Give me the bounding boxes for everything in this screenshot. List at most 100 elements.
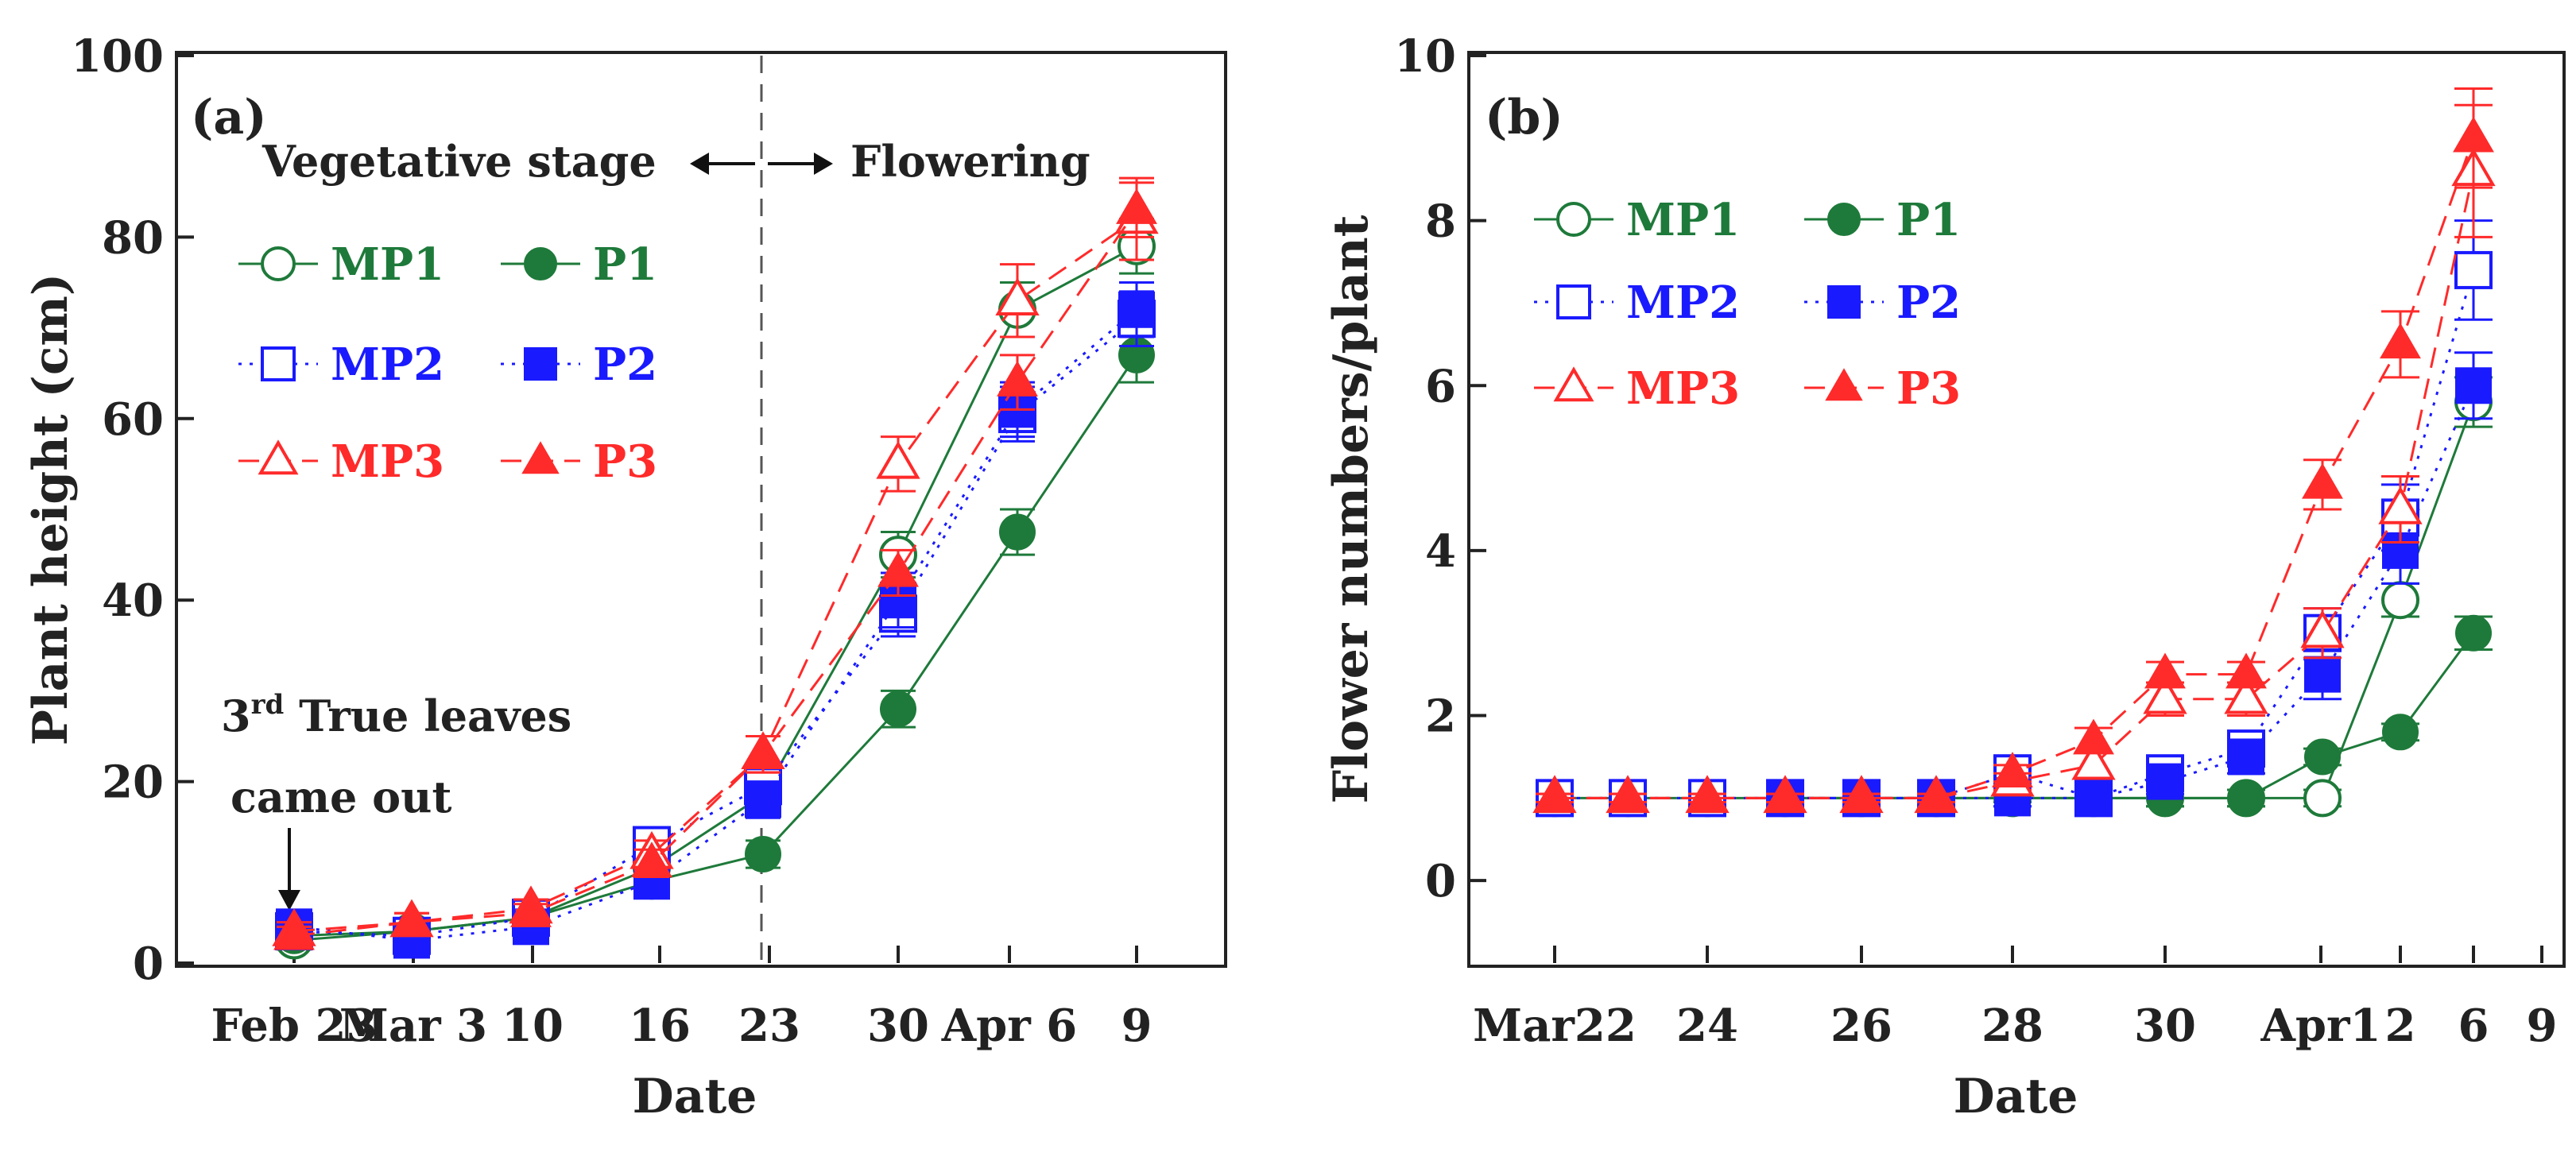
data-point	[877, 551, 919, 587]
x-tick-label: 6	[2458, 1000, 2489, 1052]
data-point	[2455, 614, 2492, 652]
a-line-p1	[293, 354, 1138, 938]
data-point	[2075, 780, 2112, 817]
b-series-mp1	[1536, 376, 2493, 818]
legend-label: P2	[593, 339, 657, 391]
data-point	[2455, 367, 2492, 404]
panel-a-legend: MP1 P1 MP2 P2 MP3 P3	[238, 238, 657, 488]
legend-entry-mp1: MP1	[238, 238, 444, 291]
b-series-p3	[1534, 87, 2494, 813]
legend-entry-mp2: MP2	[1534, 277, 1740, 329]
x-tick-label: Feb 23	[211, 1000, 378, 1052]
data-point	[1916, 776, 1957, 813]
y-tick-label: 80	[102, 211, 164, 264]
x-tick-label: Apr 6	[941, 1000, 1078, 1052]
data-point	[995, 277, 1040, 316]
data-point	[2071, 741, 2116, 780]
legend-label: P3	[1896, 362, 1961, 415]
x-tick-label: Apr1	[2260, 1000, 2380, 1052]
data-point	[1992, 752, 2033, 787]
legend-entry-p1: P1	[501, 238, 657, 291]
came-out-label: came out	[230, 772, 451, 822]
x-tick-label: 9	[1121, 1000, 1152, 1052]
legend-marker	[1825, 368, 1863, 401]
data-point	[1534, 776, 1575, 813]
panel-b-label: (b)	[1485, 90, 1563, 145]
legend-label: P2	[1896, 277, 1961, 329]
panel-a-series	[272, 176, 1159, 960]
data-point	[999, 513, 1036, 551]
panel-a-label: (a)	[191, 90, 267, 145]
data-point	[510, 892, 552, 927]
legend-label: MP3	[1626, 362, 1740, 415]
leaves-arrow-head	[278, 890, 300, 911]
data-point	[2147, 763, 2183, 800]
data-point	[2382, 714, 2419, 751]
flowering-stage-label: Flowering	[850, 136, 1090, 187]
legend-label: MP2	[331, 339, 444, 391]
data-point	[273, 914, 315, 950]
legend-label: MP1	[1626, 194, 1740, 246]
true-leaves-label: 3rd True leaves	[221, 689, 571, 741]
x-tick-label: Mar 3	[339, 1000, 487, 1052]
legend-marker	[1556, 202, 1591, 237]
legend-marker	[1827, 203, 1861, 236]
panel-a-frame	[175, 51, 1227, 968]
a-series-mp3	[272, 176, 1159, 946]
data-point	[1841, 776, 1882, 813]
left-arrow-head	[690, 153, 709, 175]
legend-marker	[261, 246, 296, 281]
data-point	[1118, 291, 1155, 328]
panel-a-ylabel: Plant height (cm)	[23, 273, 79, 746]
panel-a-xlabel: Date	[633, 1069, 757, 1124]
y-tick-label: 0	[1425, 855, 1456, 907]
legend-marker	[1553, 366, 1594, 402]
data-point	[745, 835, 781, 872]
y-tick-label: 2	[1425, 691, 1456, 743]
x-tick-label: 26	[1830, 1000, 1892, 1052]
data-point	[1764, 776, 1806, 813]
a-series-p3	[273, 181, 1157, 950]
legend-marker	[521, 441, 560, 474]
data-point	[1687, 776, 1728, 813]
data-point	[2143, 675, 2187, 714]
legend-entry-mp3: MP3	[1534, 362, 1740, 415]
legend-entry-p3: P3	[501, 435, 657, 488]
data-point	[997, 361, 1038, 397]
data-point	[2454, 250, 2493, 289]
y-tick-label: 0	[133, 938, 164, 990]
data-point	[1116, 188, 1157, 224]
data-point	[2225, 652, 2267, 689]
a-series-mp1	[275, 218, 1156, 960]
x-tick-label: 16	[629, 1000, 691, 1052]
b-line-mp3	[1555, 171, 2475, 799]
data-point	[2144, 652, 2186, 689]
x-tick-label: 23	[738, 1000, 800, 1052]
b-line-p1	[1785, 632, 2475, 799]
legend-marker	[258, 439, 299, 475]
x-tick-label: 10	[502, 1000, 564, 1052]
legend-entry-mp3: MP3	[238, 435, 444, 488]
data-point	[2380, 323, 2421, 359]
data-point	[2228, 780, 2264, 817]
data-point	[2224, 675, 2268, 714]
legend-marker	[261, 346, 296, 381]
legend-marker	[524, 247, 557, 280]
a-line-p3	[293, 209, 1138, 938]
panel-b-series	[1532, 87, 2496, 818]
legend-entry-mp2: MP2	[238, 339, 444, 391]
data-point	[742, 733, 784, 769]
true-leaves-prefix: 3	[221, 691, 251, 741]
data-point	[2300, 609, 2345, 648]
legend-label: P1	[1896, 194, 1961, 246]
legend-entry-p3: P3	[1804, 362, 1961, 415]
x-tick-label: 2	[2385, 1000, 2416, 1052]
legend-label: MP2	[1626, 277, 1740, 329]
panel-b-xlabel: Date	[1954, 1069, 2078, 1124]
y-tick-label: 60	[102, 393, 164, 446]
b-series-p2	[1766, 351, 2493, 817]
legend-entry-p1: P1	[1804, 194, 1961, 246]
